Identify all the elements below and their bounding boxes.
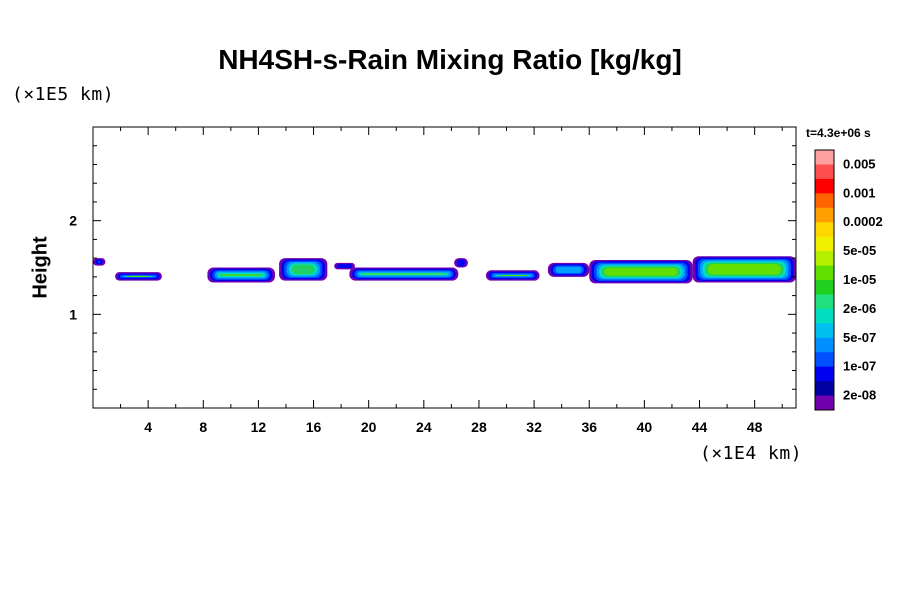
colorbar-swatch [815,308,834,324]
x-tick-label: 4 [144,419,152,435]
x-axis-unit: (×1E4 km) [700,443,803,464]
cloud-segment [485,270,540,281]
x-tick-label: 24 [416,419,432,435]
colorbar-swatch [815,280,834,295]
cloud-contour [456,259,466,267]
colorbar-swatch [815,236,834,252]
cloud-segment [93,258,106,266]
colorbar-swatch [815,150,834,165]
x-tick-label: 12 [251,419,267,435]
cloud-layer [93,256,796,284]
cloud-contour [500,274,525,276]
cloud-contour [707,264,781,275]
colorbar-swatch [815,207,834,223]
cloud-contour [604,267,678,276]
colorbar-swatch [815,222,834,238]
colorbar-swatch [815,381,834,397]
cloud-segment [207,267,275,283]
colorbar-label: 1e-05 [843,272,876,287]
colorbar-label: 0.005 [843,156,876,171]
cloud-segment [334,262,355,270]
y-tick-label: 2 [69,213,77,229]
x-tick-label: 32 [526,419,542,435]
colorbar-label: 0.0002 [843,214,883,229]
cloud-contour [222,274,260,276]
colorbar-swatch [815,395,834,411]
x-tick-label: 40 [637,419,653,435]
chart-title: NH4SH-s-Rain Mixing Ratio [kg/kg] [218,44,682,75]
colorbar-swatch [815,366,834,382]
colorbar-swatch [815,294,834,310]
cloud-segment [279,258,328,281]
cloud-segment [115,272,162,281]
x-tick-label: 16 [306,419,322,435]
y-axis-unit: (×1E5 km) [12,84,115,105]
colorbar-label: 0.001 [843,185,876,200]
cloud-segment [547,262,590,277]
cloud-contour [336,264,353,269]
colorbar-swatch [815,337,834,353]
colorbar-label: 2e-08 [843,388,876,403]
x-tick-label: 20 [361,419,377,435]
x-tick-label: 48 [747,419,763,435]
cloud-contour [364,273,444,275]
time-label: t=4.3e+06 s [806,126,871,140]
colorbar-swatch [815,323,834,339]
plot-frame [92,126,797,409]
colorbar-swatch [815,164,834,180]
colorbar-swatch [815,352,834,368]
x-tick-label: 36 [581,419,597,435]
y-tick-label: 1 [69,306,77,322]
colorbar-label: 1e-07 [843,359,876,374]
colorbar-label: 5e-07 [843,330,876,345]
cloud-segment [589,260,693,284]
x-tick-label: 8 [199,419,207,435]
colorbar-swatch [815,265,834,281]
colorbar-swatch [815,193,834,209]
colorbar-swatch [815,251,834,267]
cloud-segment [692,256,796,283]
x-tick-label: 44 [692,419,708,435]
cloud-contour [130,275,147,277]
cloud-segment [454,258,468,268]
x-tick-label: 28 [471,419,487,435]
cloud-contour [555,266,582,273]
cloud-contour [291,264,315,275]
cloud-segment [349,267,459,281]
colorbar-label: 5e-05 [843,243,876,258]
colorbar: 0.005 0.001 0.0002 5e-05 1e-05 2e-06 5e-07 1e-0… [814,149,883,411]
colorbar-frame [814,149,835,411]
colorbar-swatch [815,178,834,194]
cloud-contour [98,260,101,264]
colorbar-label: 2e-06 [843,301,876,316]
